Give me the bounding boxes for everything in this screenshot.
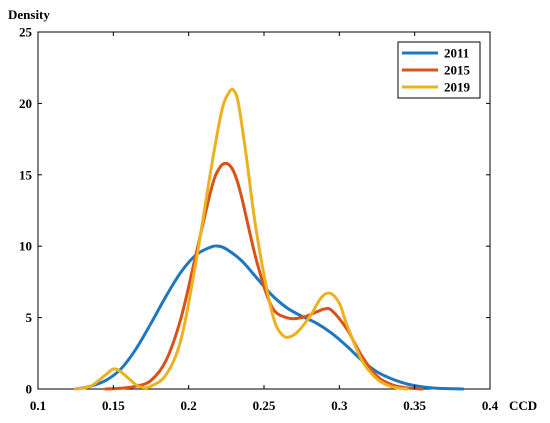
- x-axis-label: CCD: [509, 398, 537, 413]
- x-tick-label: 0.2: [181, 398, 197, 413]
- legend-label-2015: 2015: [444, 63, 471, 78]
- x-axis-ticks: 0.1 0.15 0.2 0.25 0.3 0.35 0.4: [30, 32, 499, 413]
- y-axis-label: Density: [8, 7, 50, 22]
- legend-label-2019: 2019: [444, 80, 471, 95]
- series-line-2019: [74, 87, 409, 391]
- x-tick-label: 0.3: [331, 398, 348, 413]
- y-tick-label: 10: [19, 239, 32, 254]
- series-line-2011: [74, 244, 465, 391]
- x-tick-label: 0.15: [102, 398, 125, 413]
- legend: 2011 2015 2019: [397, 41, 481, 99]
- y-axis-ticks: 0 5 10 15 20 25: [19, 25, 490, 397]
- y-tick-label: 0: [26, 382, 33, 397]
- series-layer: [74, 87, 465, 391]
- x-tick-label: 0.4: [482, 398, 499, 413]
- y-tick-label: 25: [19, 25, 33, 40]
- x-tick-label: 0.25: [253, 398, 276, 413]
- y-tick-label: 5: [26, 310, 33, 325]
- legend-label-2011: 2011: [444, 46, 469, 61]
- y-tick-label: 15: [19, 167, 33, 182]
- x-tick-label: 0.35: [403, 398, 426, 413]
- x-tick-label: 0.1: [30, 398, 46, 413]
- y-tick-label: 20: [19, 96, 32, 111]
- series-line-2015: [104, 161, 424, 391]
